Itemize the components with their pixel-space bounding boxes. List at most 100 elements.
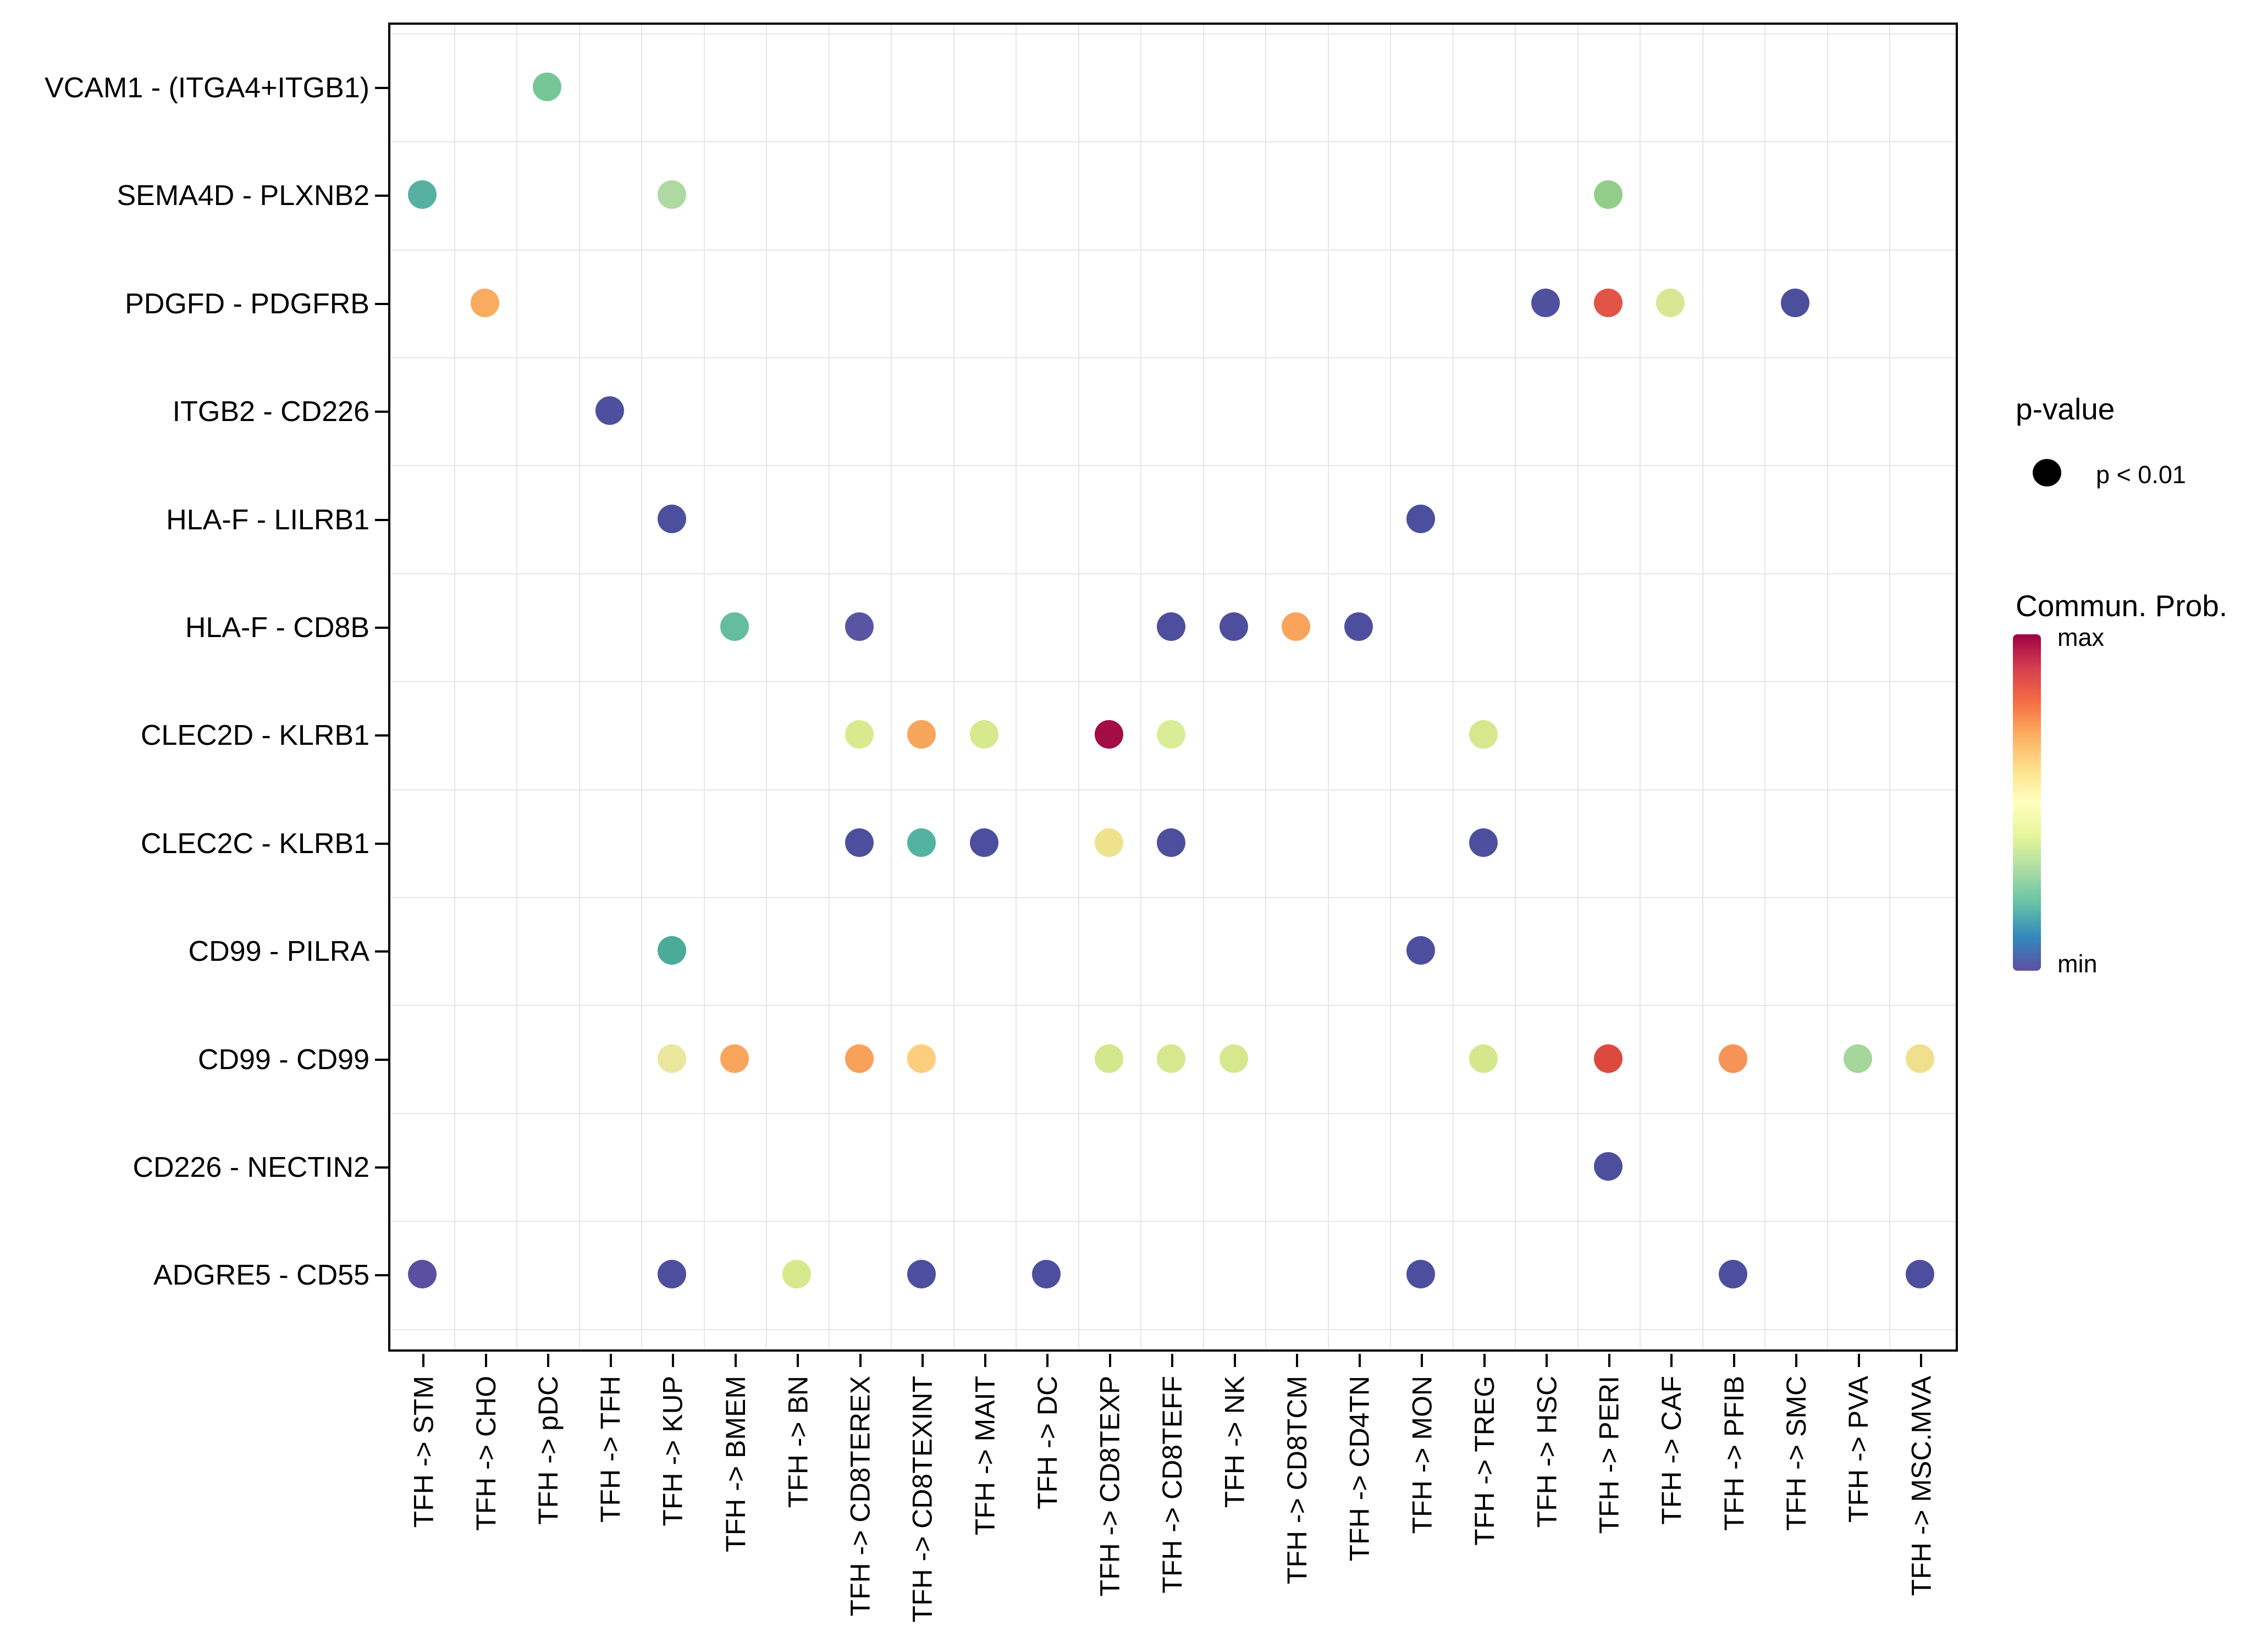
x-axis-label: TFH -> MON (1406, 1376, 1437, 1534)
data-dot (658, 1260, 686, 1289)
x-axis-label: TFH -> BN (782, 1376, 813, 1508)
y-axis-label: CLEC2D - KLRB1 (140, 720, 369, 752)
x-axis-tick (672, 1354, 674, 1367)
data-dot (1094, 828, 1123, 857)
data-dot (845, 1044, 874, 1073)
y-axis-tick (375, 411, 388, 413)
y-axis-label: HLA-F - CD8B (185, 612, 369, 644)
x-axis-tick (1732, 1354, 1735, 1367)
x-axis-label: TFH -> CD8TEXINT (907, 1376, 938, 1623)
x-axis-label: TFH -> BMEM (720, 1376, 751, 1552)
data-dot (658, 936, 686, 965)
x-axis-tick (1920, 1354, 1922, 1367)
x-axis-label: TFH -> pDC (533, 1376, 564, 1525)
data-dot (1843, 1044, 1872, 1073)
gridline-vertical (1327, 25, 1329, 1349)
gridline-horizontal (390, 249, 1956, 251)
y-axis-label: PDGFD - PDGFRB (125, 287, 369, 320)
gridline-vertical (578, 25, 580, 1349)
data-dot (1157, 720, 1185, 749)
data-dot (658, 1044, 686, 1073)
data-dot (1906, 1260, 1934, 1289)
gridline-vertical (641, 25, 643, 1349)
data-dot (1593, 1152, 1623, 1181)
gridline-vertical (1764, 25, 1766, 1349)
gridline-vertical (828, 25, 830, 1349)
data-dot (1718, 1044, 1747, 1073)
data-dot (1157, 1044, 1185, 1073)
legend-pvalue-title: p-value (2016, 392, 2115, 426)
gridline-vertical (1452, 25, 1454, 1349)
gridline-horizontal (390, 1113, 1956, 1114)
gridline-horizontal (390, 357, 1956, 358)
y-axis-label: HLA-F - LILRB1 (166, 503, 369, 536)
data-dot (1718, 1260, 1747, 1289)
x-axis-label: TFH -> CD8TEREX (845, 1376, 876, 1617)
data-dot (1219, 1044, 1248, 1073)
gridline-vertical (1140, 25, 1142, 1349)
gridline-vertical (1889, 25, 1891, 1349)
gridline-vertical (1640, 25, 1641, 1349)
data-dot (1469, 828, 1498, 857)
x-axis-tick (921, 1354, 924, 1367)
x-axis-label: TFH -> PVA (1843, 1376, 1874, 1523)
gridline-vertical (1078, 25, 1079, 1349)
data-dot (782, 1260, 811, 1289)
y-axis-tick (375, 950, 388, 953)
data-dot (907, 1044, 936, 1073)
x-axis-tick (1046, 1354, 1049, 1367)
y-axis-label: CLEC2C - KLRB1 (140, 827, 369, 860)
data-dot (658, 180, 686, 209)
gridline-horizontal (390, 681, 1956, 683)
x-axis-tick (859, 1354, 862, 1367)
data-dot (1344, 612, 1373, 641)
x-axis-tick (1608, 1354, 1610, 1367)
data-dot (1593, 1044, 1623, 1073)
data-dot (907, 828, 936, 857)
x-axis-label: TFH -> KUP (658, 1376, 688, 1526)
x-axis-label: TFH -> CD8TCM (1282, 1376, 1312, 1585)
x-axis-tick (1795, 1354, 1797, 1367)
data-dot (470, 288, 499, 317)
data-dot (969, 720, 998, 749)
x-axis-tick (422, 1354, 424, 1367)
gridline-vertical (1826, 25, 1828, 1349)
data-dot (658, 504, 686, 533)
data-dot (1593, 288, 1623, 317)
y-axis-label: SEMA4D - PLXNB2 (117, 180, 370, 212)
x-axis-tick (609, 1354, 612, 1367)
gridline-vertical (1702, 25, 1703, 1349)
x-axis-label: TFH -> DC (1032, 1376, 1063, 1510)
x-axis-label: TFH -> CAF (1656, 1376, 1687, 1525)
x-axis-label: TFH -> TFH (595, 1376, 626, 1523)
x-axis-label: TFH -> CD8TEFF (1157, 1376, 1188, 1593)
x-axis-tick (1857, 1354, 1860, 1367)
gridline-horizontal (390, 789, 1956, 790)
y-axis-tick (375, 1274, 388, 1277)
data-dot (1032, 1260, 1061, 1289)
x-axis-label: TFH -> PFIB (1718, 1376, 1750, 1531)
pvalue-dot-icon (2033, 459, 2061, 486)
gridline-horizontal (390, 33, 1956, 35)
y-axis-label: ITGB2 - CD226 (172, 396, 369, 428)
gridline-horizontal (390, 1005, 1956, 1006)
y-axis-tick (375, 87, 388, 89)
data-dot (408, 180, 437, 209)
data-dot (1157, 612, 1185, 641)
x-axis-label: TFH -> SMC (1781, 1376, 1812, 1531)
y-axis-label: CD99 - PILRA (188, 936, 369, 968)
data-dot (533, 73, 561, 101)
data-dot (1781, 288, 1809, 317)
gridline-horizontal (390, 1221, 1956, 1222)
gridline-horizontal (390, 573, 1956, 574)
data-dot (1656, 288, 1685, 317)
x-axis-tick (1358, 1354, 1361, 1367)
gridline-vertical (1390, 25, 1392, 1349)
gridline-horizontal (390, 897, 1956, 898)
data-dot (845, 828, 874, 857)
data-dot (1906, 1044, 1934, 1073)
gridline-vertical (1265, 25, 1267, 1349)
x-axis-label: TFH -> CD8TEXP (1094, 1376, 1125, 1597)
data-dot (720, 1044, 749, 1073)
